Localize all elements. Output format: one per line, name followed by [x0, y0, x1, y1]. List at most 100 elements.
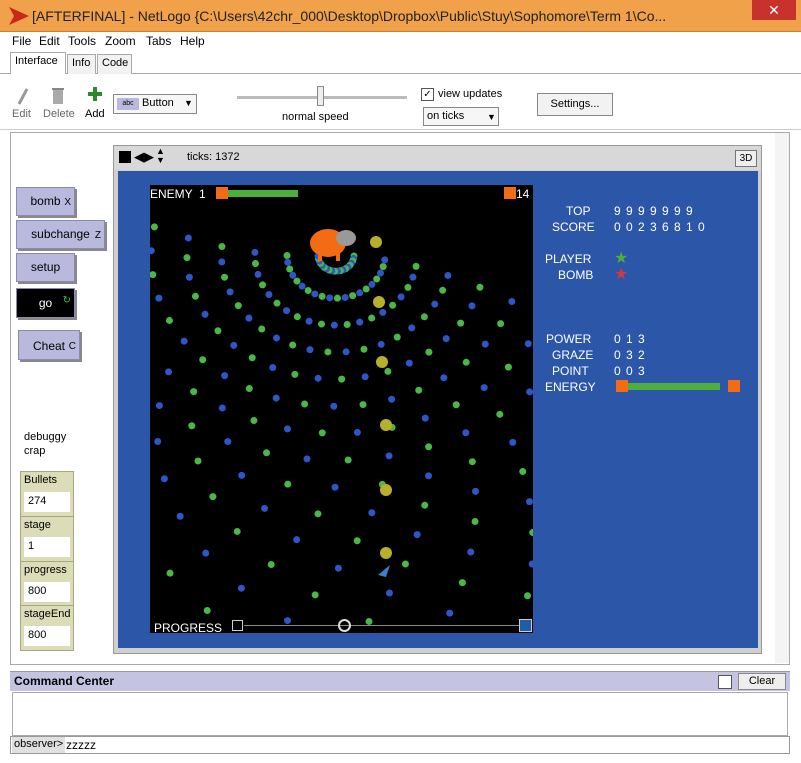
bullet [343, 321, 351, 329]
view-size-icon[interactable] [119, 151, 131, 163]
bullet [293, 536, 301, 544]
go-label: go [38, 296, 53, 310]
enemy-hp-bar [228, 190, 298, 197]
observer-select[interactable]: observer> [12, 737, 66, 753]
bullet [283, 252, 291, 260]
bullet [365, 617, 373, 625]
bullet [341, 293, 349, 301]
3d-view-button[interactable]: 3D [735, 150, 757, 167]
enemy-sprite [310, 229, 356, 261]
cheat-button[interactable]: Cheat C [18, 330, 80, 360]
bullet [303, 455, 311, 463]
bullet [385, 452, 393, 460]
large-bullet [380, 547, 392, 559]
bullet [155, 402, 163, 410]
edit-button[interactable]: Edit [12, 108, 31, 120]
widget-type-select[interactable]: abc Button ▼ [113, 94, 197, 114]
go-button[interactable]: go ↻ [16, 288, 75, 318]
tab-code[interactable]: Code [97, 54, 132, 74]
subchange-button[interactable]: subchange Z [16, 220, 105, 249]
arrows-vertical-icon[interactable]: ▲ ▼ [156, 146, 165, 165]
bullet [214, 327, 222, 335]
enemy-count: 1 [199, 187, 206, 201]
setup-button[interactable]: setup [16, 253, 75, 282]
bullet [393, 333, 401, 341]
update-mode-select[interactable]: on ticks ▼ [423, 107, 499, 126]
bullet [150, 223, 158, 231]
bullet [248, 354, 256, 362]
settings-button[interactable]: Settings... [537, 93, 613, 116]
bullet [338, 375, 346, 383]
vertical-scrollbar[interactable] [775, 133, 789, 663]
bullet [468, 302, 476, 310]
menu-tools[interactable]: Tools [68, 34, 97, 48]
bomb-stat-label: BOMB [558, 268, 594, 282]
cheat-label: Cheat [32, 339, 66, 353]
bullet [218, 404, 226, 412]
graze-value: 0 3 2 [614, 348, 645, 362]
expand-icon[interactable] [718, 675, 732, 689]
bullet [318, 429, 326, 437]
bullet [458, 579, 466, 587]
bullet [471, 518, 479, 526]
bullet [218, 243, 226, 251]
bullet [203, 606, 211, 614]
enemy-label: ENEMY [150, 187, 193, 201]
graze-label: GRAZE [552, 348, 594, 362]
clear-button[interactable]: Clear [738, 673, 786, 690]
bullet [284, 617, 292, 625]
menu-help[interactable]: Help [180, 34, 205, 48]
large-bullet [376, 356, 388, 368]
bullet [301, 400, 309, 408]
delete-button[interactable]: Delete [43, 108, 75, 120]
bullet [283, 425, 291, 433]
bullet [481, 340, 489, 348]
bomb-button[interactable]: bomb X [16, 187, 75, 216]
bullet [360, 345, 368, 353]
bullet [293, 277, 301, 285]
menu-tabs[interactable]: Tabs [146, 34, 172, 48]
bullet [154, 438, 162, 446]
bullet [401, 560, 409, 568]
pencil-icon [17, 88, 29, 105]
bullet [349, 292, 357, 300]
menu-file[interactable]: File [12, 34, 32, 48]
speed-slider-knob[interactable] [317, 86, 324, 106]
command-input[interactable] [66, 737, 766, 753]
tab-info[interactable]: Info [67, 54, 96, 74]
game-area [150, 185, 533, 633]
energy-label: ENERGY [545, 380, 596, 394]
bullet [180, 337, 188, 345]
bullet [389, 301, 397, 309]
bullet [388, 395, 396, 403]
menu-edit[interactable]: Edit [39, 34, 60, 48]
arrows-horizontal-icon[interactable]: ◀▶ [134, 149, 154, 164]
bullet [245, 385, 253, 393]
menu-zoom[interactable]: Zoom [105, 34, 136, 48]
bullet [166, 569, 174, 577]
bullet [462, 358, 470, 366]
bullet [251, 248, 259, 256]
bomb-label: bomb [30, 194, 61, 208]
bullet [165, 316, 173, 324]
bullet [385, 589, 393, 597]
bullet [289, 271, 297, 279]
bullet [218, 258, 226, 266]
view-updates-checkbox[interactable]: ✓ [421, 88, 434, 101]
bullet [267, 561, 275, 569]
bullet [286, 265, 294, 273]
bullet [408, 324, 416, 332]
bullet [326, 294, 334, 302]
bullet [446, 609, 454, 617]
bullet [425, 443, 433, 451]
speed-label: normal speed [282, 111, 349, 123]
bullet [356, 318, 364, 326]
bullet [224, 438, 232, 446]
bullet [444, 272, 452, 280]
progress-start-marker [232, 620, 243, 631]
tab-interface[interactable]: Interface [10, 52, 66, 74]
bullet [306, 346, 314, 354]
add-button[interactable]: Add [85, 108, 105, 120]
bullet [377, 340, 385, 348]
close-button[interactable]: ✕ [752, 0, 796, 20]
